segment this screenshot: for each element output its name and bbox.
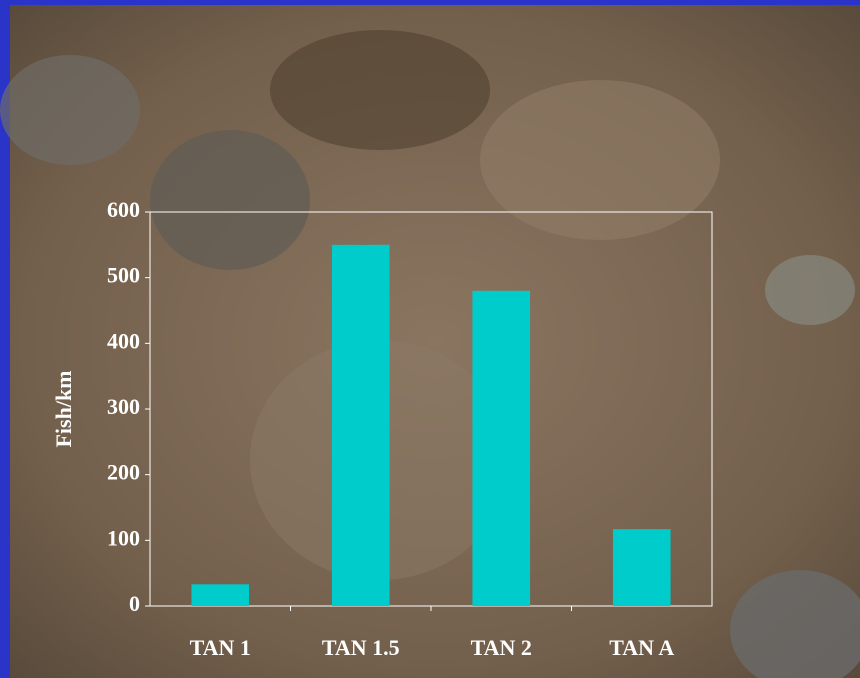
y-tick-label: 300 [107, 394, 140, 419]
bar [612, 529, 671, 606]
y-tick-label: 500 [107, 263, 140, 288]
rock [0, 55, 140, 165]
y-tick-label: 400 [107, 328, 140, 353]
y-tick-label: 0 [129, 591, 140, 616]
rock [765, 255, 855, 325]
x-tick-label: TAN 1.5 [322, 635, 400, 660]
y-axis-label: Fish/km [51, 370, 76, 447]
debris [270, 30, 490, 150]
bar [191, 584, 250, 606]
rock [480, 80, 720, 240]
y-tick-label: 200 [107, 460, 140, 485]
x-tick-label: TAN A [609, 635, 674, 660]
rock [150, 130, 310, 270]
rock [730, 570, 860, 678]
y-tick-label: 600 [107, 197, 140, 222]
bar [331, 244, 390, 607]
y-tick-label: 100 [107, 525, 140, 550]
x-tick-label: TAN 1 [190, 635, 251, 660]
bar [472, 290, 531, 606]
x-tick-label: TAN 2 [471, 635, 532, 660]
